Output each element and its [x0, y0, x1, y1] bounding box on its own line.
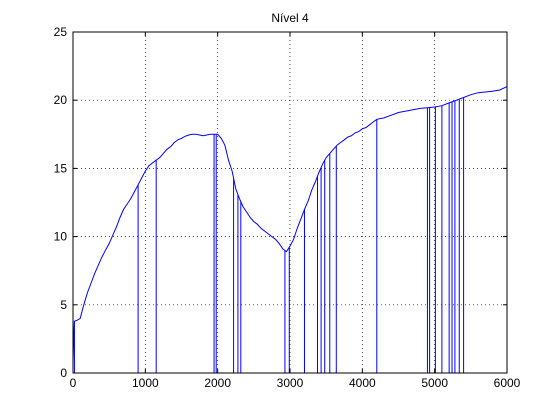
x-tick-label: 4000 [349, 376, 376, 390]
x-tick-label: 2000 [204, 376, 231, 390]
y-tick-label: 10 [54, 230, 68, 244]
y-tick-label: 0 [60, 366, 67, 380]
x-tick-label: 6000 [494, 376, 521, 390]
data-line [72, 86, 508, 363]
x-tick-label: 1000 [132, 376, 159, 390]
y-tick-label: 5 [60, 298, 67, 312]
spike-lines [73, 97, 465, 373]
y-tick-label: 15 [54, 161, 68, 175]
chart-title: Nível 4 [271, 11, 309, 25]
y-tick-label: 20 [54, 93, 68, 107]
x-tick-label: 3000 [277, 376, 304, 390]
y-tick-label: 25 [54, 25, 68, 39]
x-tick-label: 0 [70, 376, 77, 390]
series-line [72, 86, 508, 363]
ticks: 0 1000 2000 3000 4000 5000 6000 0 5 10 15 20 25 [54, 25, 521, 390]
x-tick-label: 5000 [421, 376, 448, 390]
grid [73, 32, 507, 373]
